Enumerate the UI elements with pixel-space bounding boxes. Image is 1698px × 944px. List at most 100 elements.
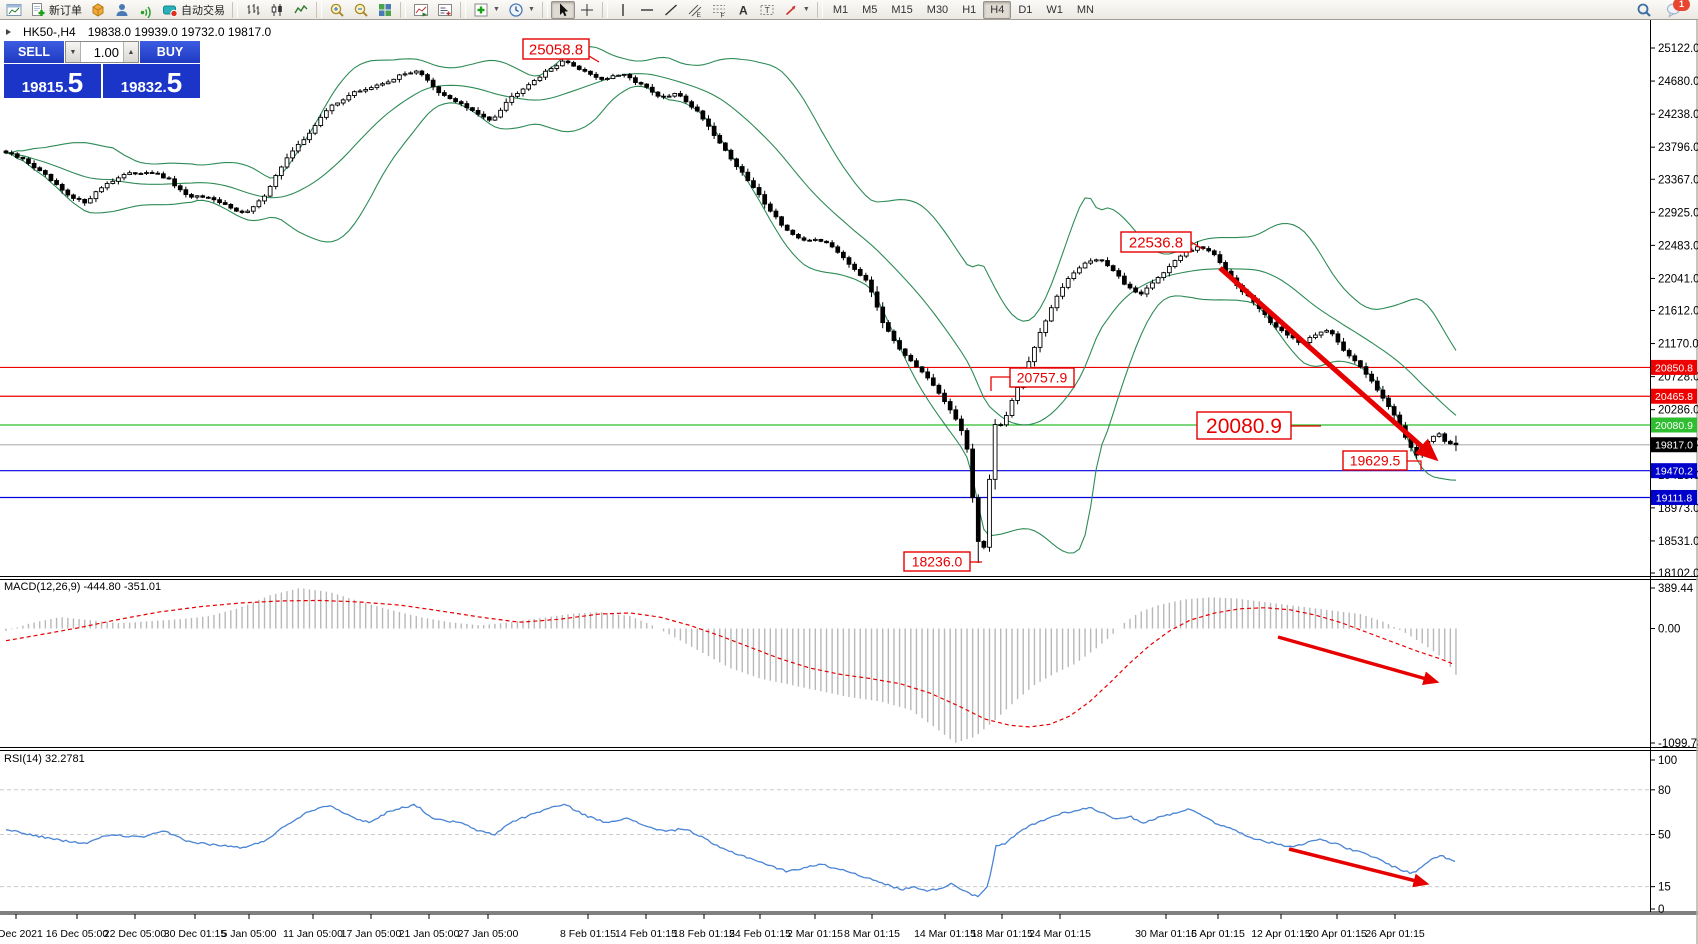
toolbar-separator [601, 1, 608, 18]
toolbar-btn-arrows[interactable]: ▼ [779, 1, 814, 19]
svg-text:20757.9: 20757.9 [1017, 370, 1068, 386]
one-click-trading-widget: SELL ▼ 1.00 ▲ BUY 19815. 5 19832. 5 [4, 41, 200, 98]
macd-indicator-label: MACD(12,26,9) -444.80 -351.01 [4, 581, 161, 593]
sell-price-big-digit: 5 [67, 67, 84, 99]
toolbar-btn-label: D1 [1018, 3, 1033, 16]
toolbar-btn-crosshair[interactable] [575, 1, 599, 19]
toolbar-btn-equidistant-channel[interactable]: E [683, 1, 707, 19]
toolbar-btn-indicator-window[interactable] [409, 1, 433, 19]
svg-text:8 Feb 01:15: 8 Feb 01:15 [560, 928, 616, 940]
toolbar-btn-trendline[interactable] [659, 1, 683, 19]
chart-symbol-info: HK50-,H4 19838.0 19939.0 19732.0 19817.0 [6, 25, 271, 39]
cursor-icon [555, 2, 571, 18]
search-icon [1636, 2, 1652, 18]
svg-text:18 Feb 01:15: 18 Feb 01:15 [673, 928, 735, 940]
sell-price: 19815. [21, 79, 68, 96]
timeframe-mn[interactable]: MN [1070, 1, 1101, 19]
svg-text:15: 15 [1658, 882, 1671, 894]
symbol-ohlc: 19838.0 19939.0 19732.0 19817.0 [87, 25, 272, 39]
svg-text:30 Mar 01:15: 30 Mar 01:15 [1135, 928, 1197, 940]
svg-text:8 Mar 01:15: 8 Mar 01:15 [844, 928, 900, 940]
toolbar-btn-market[interactable] [86, 1, 110, 19]
svg-text:24680.0: 24680.0 [1658, 76, 1698, 88]
line-chart-icon [293, 2, 309, 18]
svg-text:19111.8: 19111.8 [1656, 492, 1693, 504]
toolbar-btn-candle-chart[interactable] [265, 1, 289, 19]
timeframe-d1[interactable]: D1 [1011, 1, 1039, 19]
svg-text:-1099.78: -1099.78 [1658, 738, 1698, 750]
toolbar-btn-tile-windows[interactable] [373, 1, 397, 19]
toolbar-btn-add-indicator[interactable]: ▼ [469, 1, 504, 19]
buy-price-panel[interactable]: 19832. 5 [103, 64, 200, 98]
svg-text:22 Dec 05:00: 22 Dec 05:00 [104, 928, 167, 940]
svg-text:100: 100 [1658, 755, 1677, 767]
svg-text:30 Dec 01:15: 30 Dec 01:15 [164, 928, 227, 940]
toolbar-btn-community[interactable] [110, 1, 134, 19]
timeframe-h4[interactable]: H4 [983, 0, 1012, 19]
svg-text:19629.5: 19629.5 [1350, 453, 1401, 469]
svg-text:18102.0: 18102.0 [1658, 568, 1698, 580]
toolbar-btn-cursor[interactable] [550, 0, 575, 19]
svg-text:24 Feb 01:15: 24 Feb 01:15 [729, 928, 791, 940]
dropdown-caret-icon: ▼ [493, 6, 500, 13]
toolbar-btn-bar-chart[interactable] [241, 1, 265, 19]
timeframe-m5[interactable]: M5 [855, 1, 884, 19]
timeframe-m1[interactable]: M1 [826, 1, 855, 19]
svg-text:18531.0: 18531.0 [1658, 536, 1698, 548]
toolbar-btn-notifications[interactable]: 1 [1666, 0, 1690, 18]
toolbar-btn-vertical-line[interactable] [611, 1, 635, 19]
zoom-in-icon [329, 2, 345, 18]
sell-button[interactable]: SELL [4, 41, 64, 63]
toolbar-btn-window[interactable] [2, 1, 26, 19]
toolbar-btn-line-chart[interactable] [289, 1, 313, 19]
svg-text:26 Apr 01:15: 26 Apr 01:15 [1365, 928, 1425, 940]
rsi-pane [0, 789, 1650, 898]
svg-text:50: 50 [1658, 830, 1671, 842]
volume-decrease-icon[interactable]: ▼ [66, 42, 81, 62]
symbol-marker-icon [6, 29, 11, 35]
timeframe-h1[interactable]: H1 [955, 1, 983, 19]
toolbar-btn-search[interactable] [1636, 2, 1652, 18]
timeframe-m30[interactable]: M30 [920, 1, 955, 19]
toolbar-btn-zoom-in[interactable] [325, 1, 349, 19]
svg-text:25058.8: 25058.8 [529, 41, 583, 58]
toolbar-btn-signals[interactable] [134, 1, 158, 19]
candlesticks [3, 52, 1459, 563]
toolbar-btn-label: 新订单 [49, 4, 82, 17]
toolbar-btn-text[interactable]: A [731, 1, 755, 19]
macd-name: MACD(12,26,9) [4, 581, 81, 593]
signals-icon [138, 2, 154, 18]
market-icon [90, 2, 106, 18]
volume-stepper[interactable]: ▼ 1.00 ▲ [65, 41, 139, 63]
toolbar-btn-zoom-out[interactable] [349, 1, 373, 19]
sell-price-panel[interactable]: 19815. 5 [4, 64, 101, 98]
buy-button[interactable]: BUY [140, 41, 200, 63]
community-icon [114, 2, 130, 18]
svg-text:20850.8: 20850.8 [1655, 362, 1693, 374]
toolbar-btn-object-list[interactable] [433, 1, 457, 19]
timeframe-m15[interactable]: M15 [884, 1, 919, 19]
volume-value[interactable]: 1.00 [93, 44, 119, 60]
period-icon [508, 2, 524, 18]
svg-text:23367.0: 23367.0 [1658, 174, 1698, 186]
svg-text:19470.2: 19470.2 [1655, 466, 1693, 478]
toolbar-btn-new-order[interactable]: 新订单 [26, 1, 86, 19]
toolbar-btn-label: MN [1076, 3, 1094, 16]
toolbar-separator [816, 1, 823, 18]
svg-text:A: A [739, 3, 748, 17]
svg-text:20080.9: 20080.9 [1206, 415, 1282, 438]
toolbar-right-group: 1 [1636, 0, 1698, 18]
toolbar-btn-horizontal-line[interactable] [635, 1, 659, 19]
volume-increase-icon[interactable]: ▲ [123, 42, 138, 62]
toolbar-btn-fibonacci[interactable]: F [707, 1, 731, 19]
autotrading-icon [162, 2, 178, 18]
arrows-icon [783, 2, 799, 18]
toolbar-btn-autotrading[interactable]: 自动交易 [158, 1, 229, 19]
toolbar-btn-text-label[interactable]: T [755, 1, 779, 19]
svg-text:T: T [765, 5, 770, 14]
timeframe-w1[interactable]: W1 [1039, 1, 1070, 19]
svg-text:0.00: 0.00 [1658, 624, 1680, 636]
toolbar-btn-period[interactable]: ▼ [504, 1, 539, 19]
